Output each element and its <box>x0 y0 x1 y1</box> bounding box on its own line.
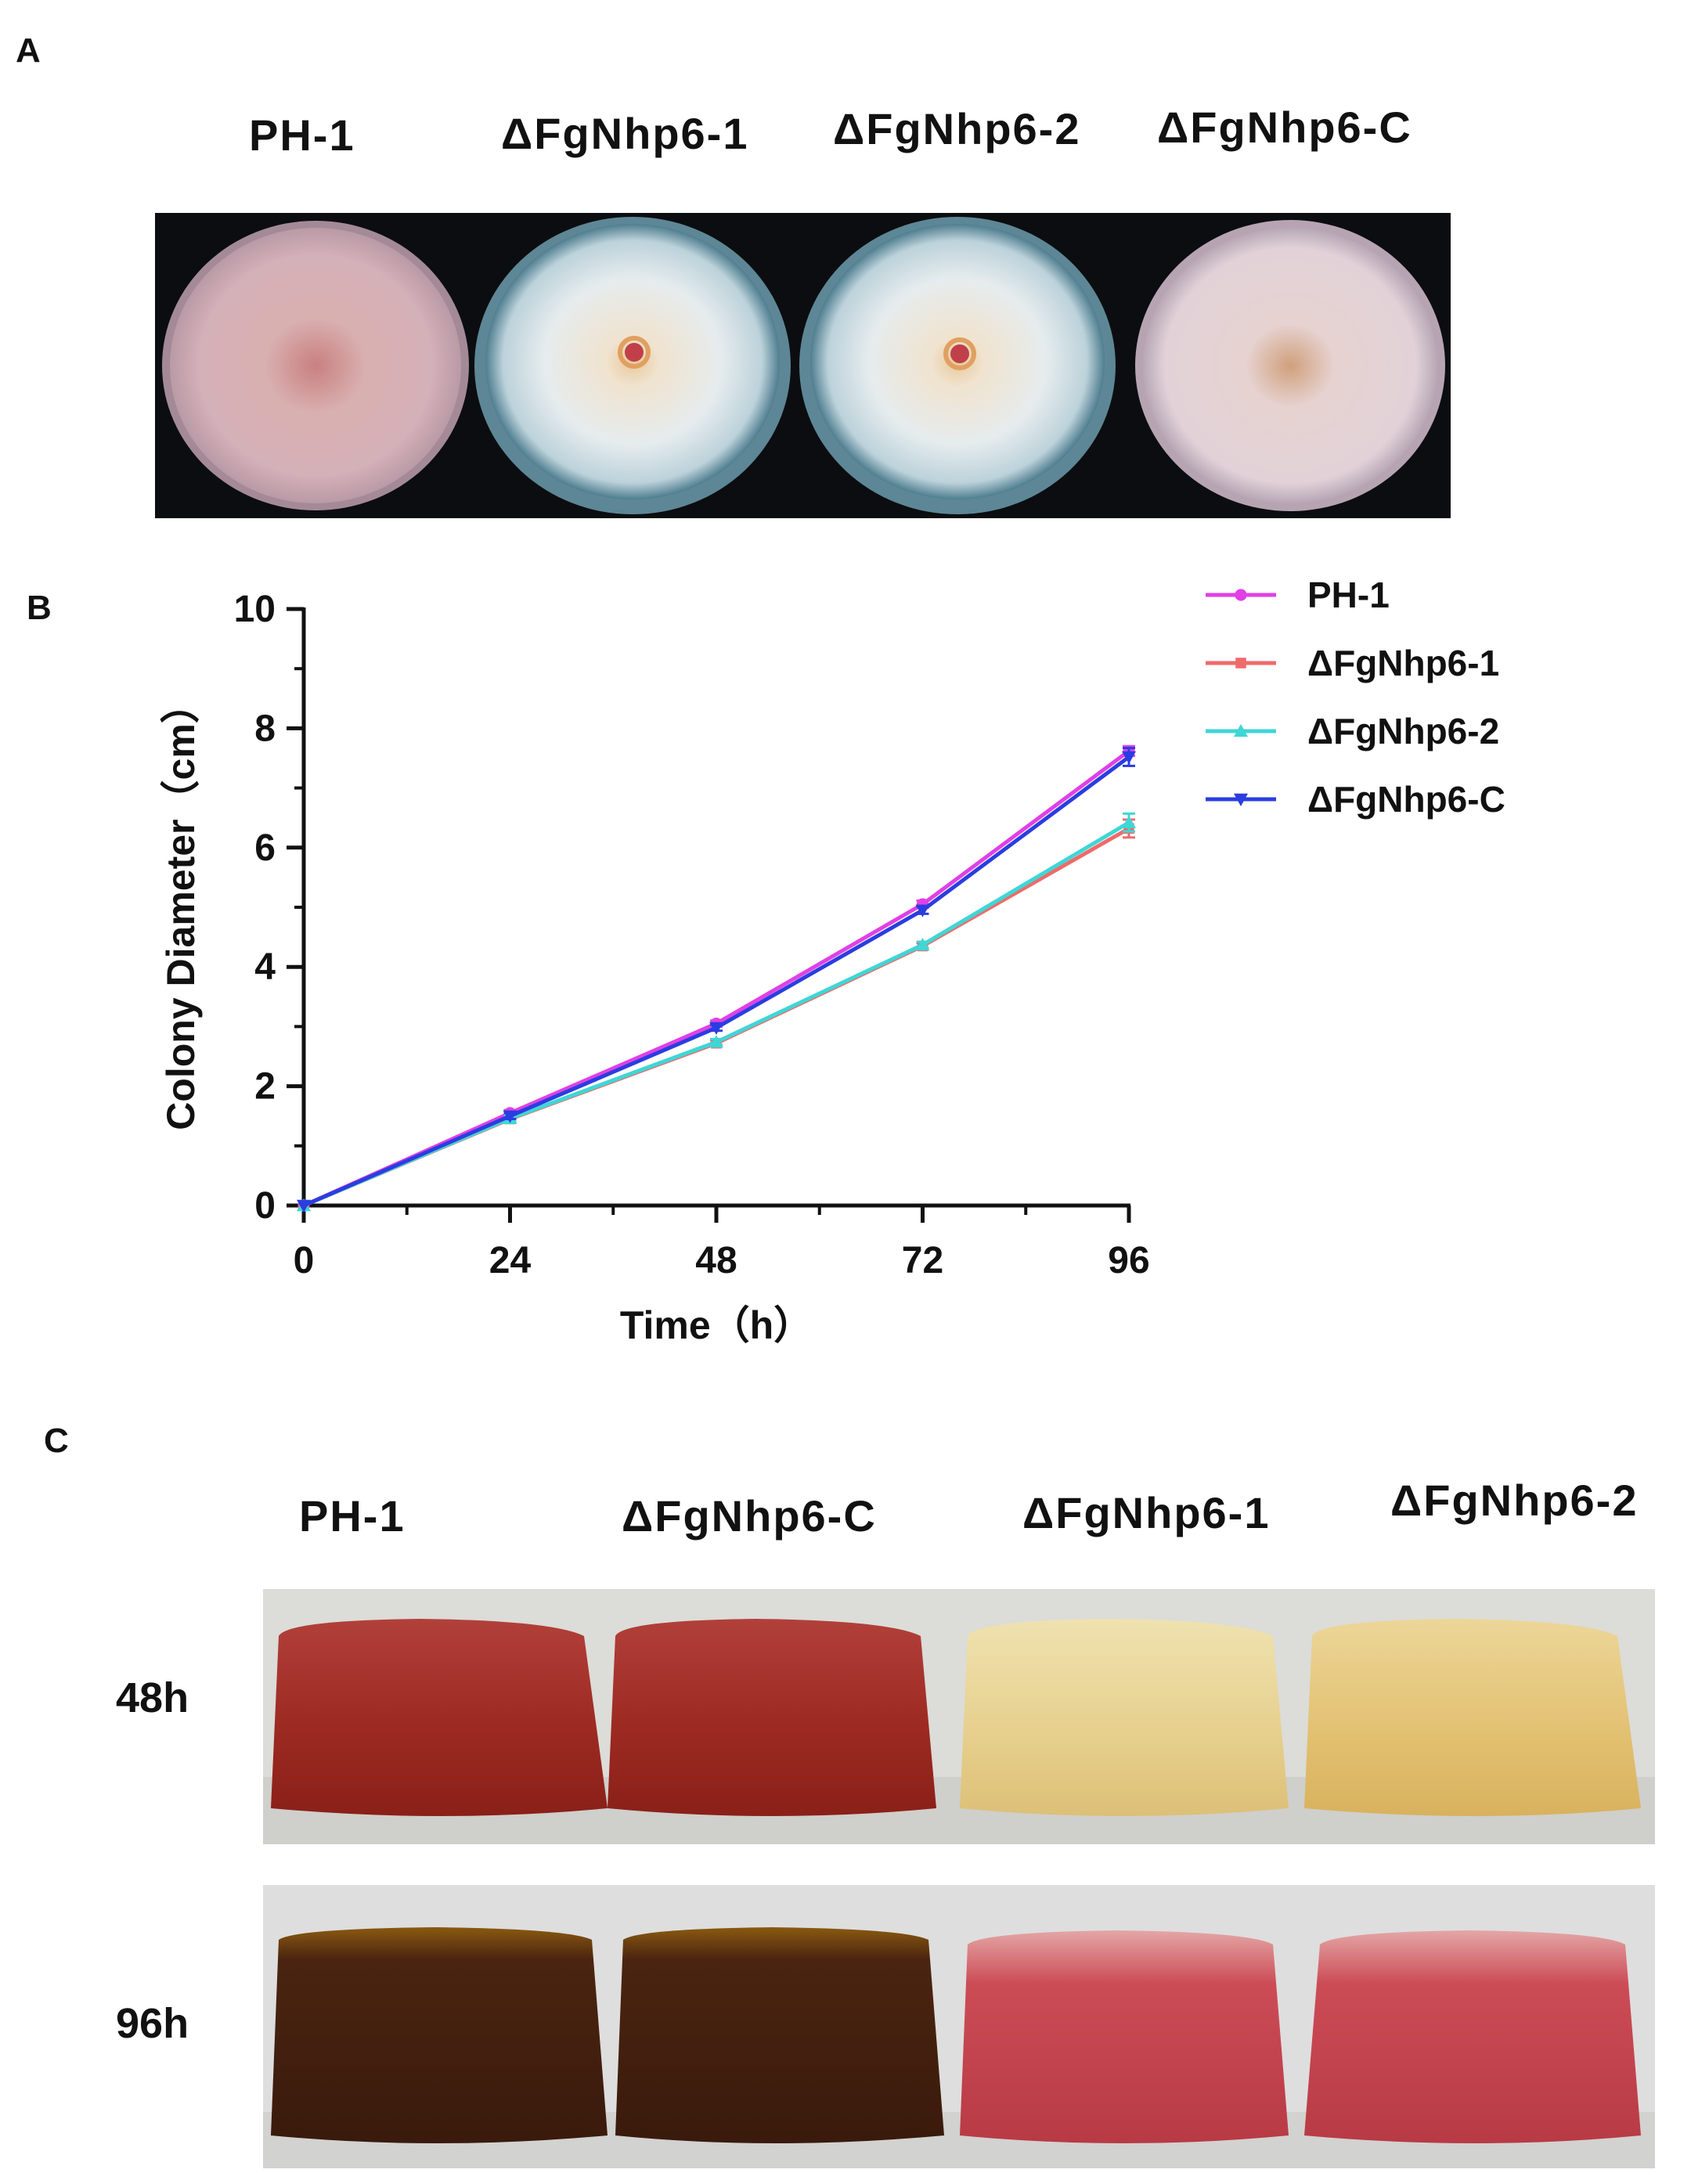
legend-marker <box>1234 724 1248 737</box>
legend-label: ΔFgNhp6-2 <box>1307 711 1499 751</box>
legend-label: ΔFgNhp6-C <box>1307 779 1505 820</box>
flask-photo-48h <box>263 1589 1655 1844</box>
panel-a-label-nhp6-2: ΔFgNhp6-2 <box>833 104 1081 153</box>
legend-marker <box>1235 658 1246 669</box>
data-point <box>709 1022 723 1035</box>
x-tick-label: 48 <box>695 1240 737 1281</box>
panel-a-label-nhp6-c: ΔFgNhp6-C <box>1157 103 1412 152</box>
legend-marker <box>1234 793 1248 806</box>
panel-c-letter: C <box>44 1422 69 1460</box>
series-3 <box>297 747 1136 1213</box>
colony-plates-photo <box>155 213 1451 518</box>
x-tick-label: 24 <box>489 1240 532 1281</box>
x-tick-label: 72 <box>902 1240 943 1281</box>
y-tick-label: 4 <box>254 946 276 988</box>
flask-photo-96h <box>263 1885 1655 2168</box>
data-point <box>1122 751 1136 764</box>
row-label-96h: 96h <box>116 2000 189 2047</box>
y-axis-title: Colony Diameter（cm） <box>159 684 203 1130</box>
data-point <box>1122 815 1136 828</box>
chart-series <box>297 744 1136 1213</box>
row-label-48h: 48h <box>116 1674 189 1721</box>
data-point <box>709 1035 723 1048</box>
series-line <box>302 749 1130 1208</box>
panel-a-label-nhp6-1: ΔFgNhp6-1 <box>501 109 749 158</box>
x-tick-label: 0 <box>294 1240 315 1281</box>
y-tick-label: 10 <box>234 589 276 630</box>
y-tick-label: 8 <box>254 708 276 749</box>
legend-label: PH-1 <box>1307 575 1390 615</box>
legend-marker <box>1235 589 1247 601</box>
series-line <box>303 755 1130 1208</box>
data-point <box>915 904 930 917</box>
x-tick-label: 96 <box>1108 1240 1149 1281</box>
panel-c-label-nhp6-2: ΔFgNhp6-2 <box>1390 1476 1639 1525</box>
panel-c-label-nhp6-c: ΔFgNhp6-C <box>622 1491 877 1541</box>
panel-c-label-nhp6-1: ΔFgNhp6-1 <box>1022 1488 1271 1537</box>
panel-a-letter: A <box>16 31 41 70</box>
panel-a-label-ph1: PH-1 <box>249 110 355 160</box>
y-tick-label: 6 <box>254 827 276 869</box>
legend-label: ΔFgNhp6-1 <box>1307 643 1499 683</box>
data-point <box>503 1110 517 1123</box>
data-point <box>297 1199 311 1213</box>
data-point <box>915 938 930 951</box>
panel-b-letter: B <box>27 589 52 627</box>
x-axis-title: Time（h） <box>620 1303 813 1347</box>
y-tick-label: 0 <box>254 1185 276 1227</box>
y-tick-label: 2 <box>254 1066 276 1108</box>
chart-legend: PH-1 ΔFgNhp6-1 ΔFgNhp6-2 ΔFgNhp6-C <box>1206 575 1505 820</box>
series-0 <box>297 744 1135 1212</box>
panel-c-label-ph1: PH-1 <box>299 1491 406 1541</box>
